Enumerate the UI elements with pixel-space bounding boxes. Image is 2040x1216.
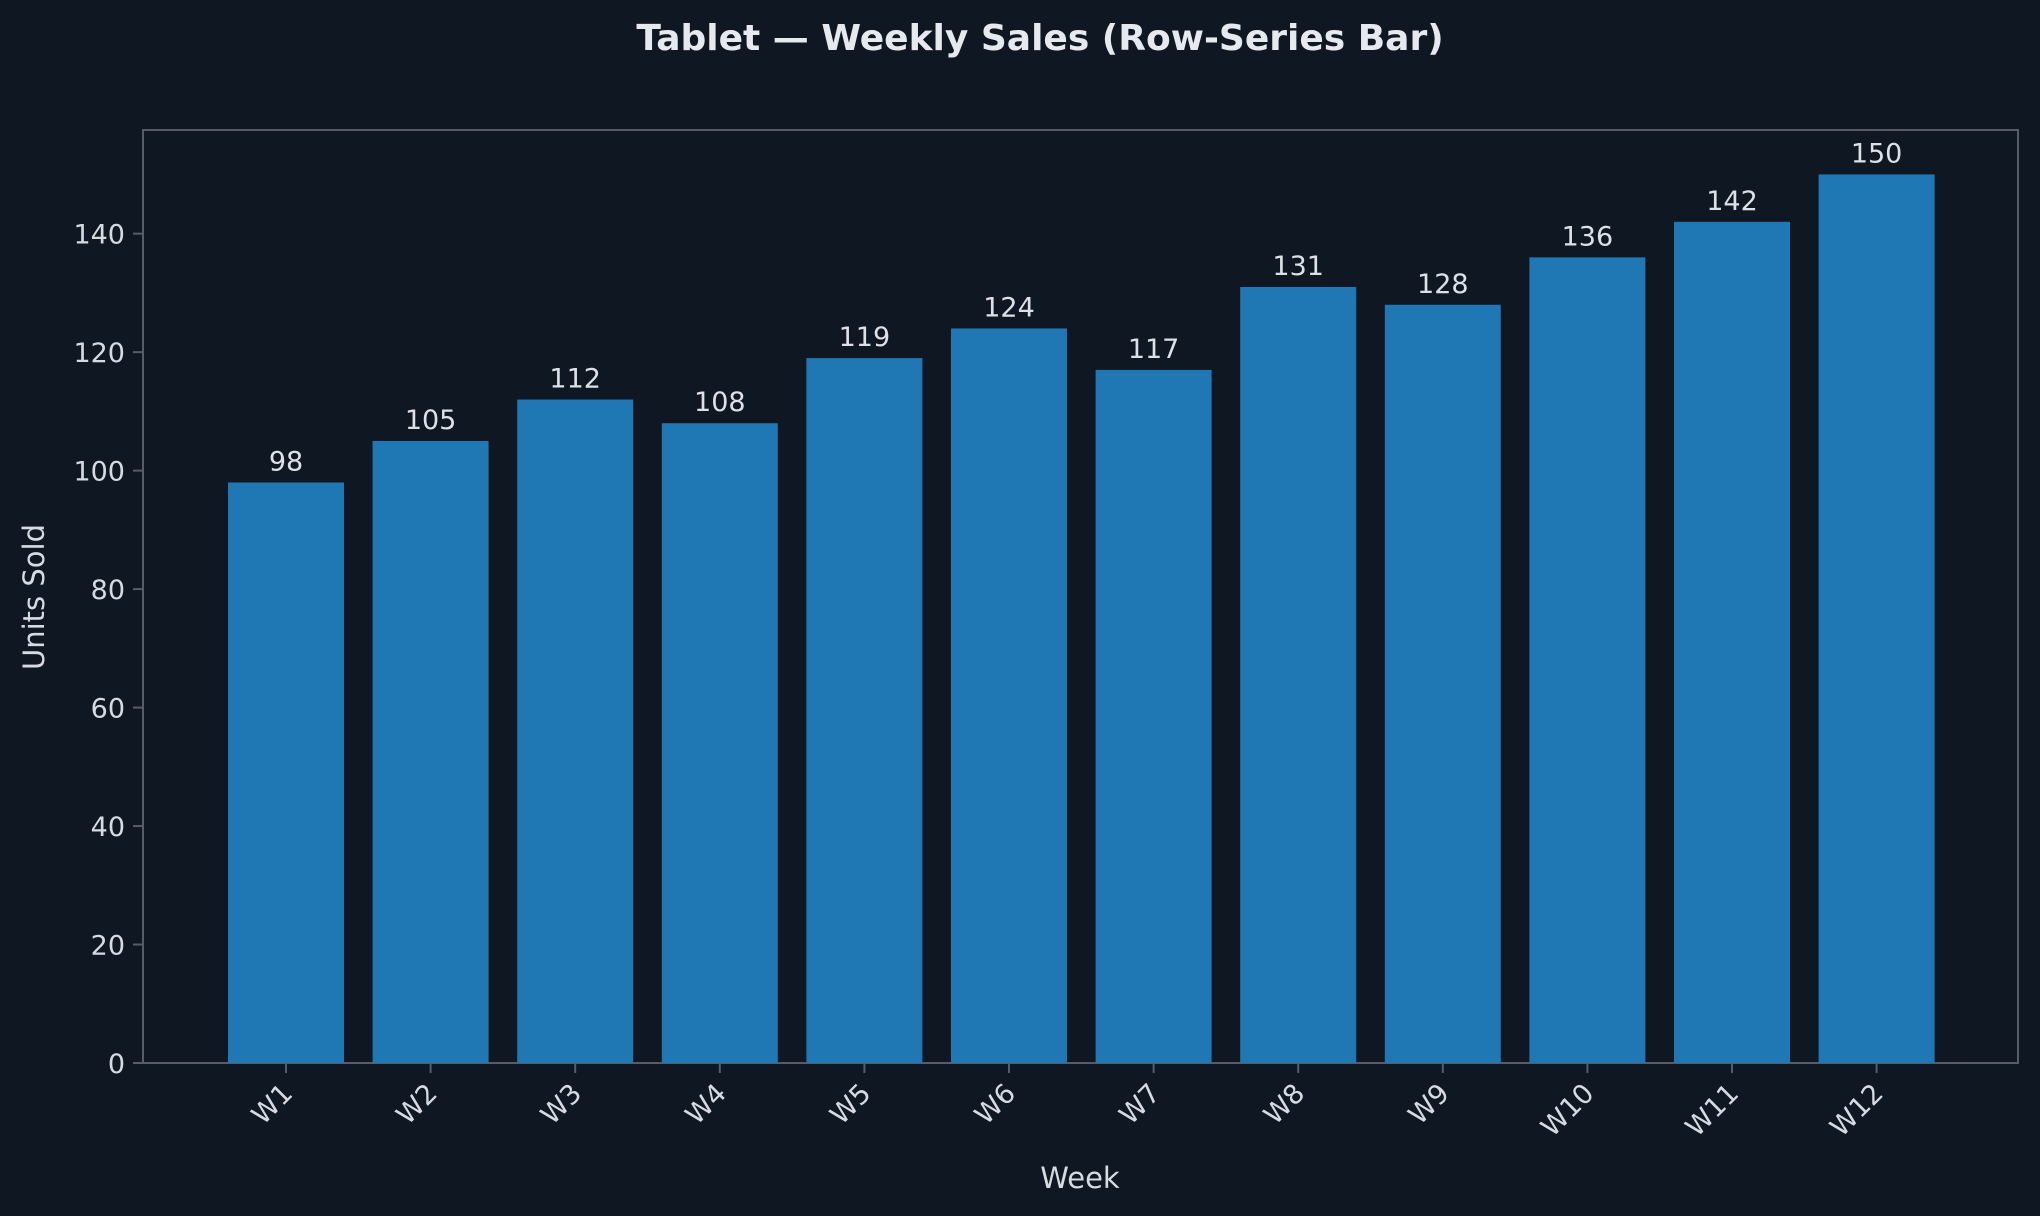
data-label-w9: 128 bbox=[1417, 269, 1469, 300]
x-tick-label: W7 bbox=[1114, 1078, 1167, 1131]
chart-title: Tablet — Weekly Sales (Row-Series Bar) bbox=[636, 18, 1443, 59]
x-tick-label: W9 bbox=[1403, 1078, 1456, 1131]
bar-w9 bbox=[1384, 304, 1501, 1063]
x-tick-label: W12 bbox=[1824, 1078, 1889, 1143]
data-label-w7: 117 bbox=[1128, 334, 1180, 365]
x-axis-label: Week bbox=[1040, 1161, 1120, 1195]
bar-w5 bbox=[806, 358, 923, 1064]
data-label-w1: 98 bbox=[269, 446, 303, 477]
data-label-w4: 108 bbox=[694, 387, 746, 418]
data-label-w3: 112 bbox=[549, 364, 601, 395]
bar-w4 bbox=[661, 423, 778, 1063]
y-tick-label: 20 bbox=[91, 931, 125, 962]
x-tick-label: W4 bbox=[680, 1078, 733, 1131]
data-label-w2: 105 bbox=[405, 405, 457, 436]
y-tick-label: 100 bbox=[73, 457, 125, 488]
y-tick-label: 140 bbox=[73, 220, 125, 251]
bar-w6 bbox=[951, 328, 1067, 1063]
x-tick-label: W2 bbox=[391, 1078, 444, 1131]
data-label-w5: 119 bbox=[839, 322, 891, 353]
y-tick-label: 0 bbox=[108, 1049, 125, 1080]
y-axis: 0 20 40 60 80 100 120 140 bbox=[73, 220, 143, 1080]
x-tick-label: W1 bbox=[246, 1078, 299, 1131]
x-tick-label: W5 bbox=[824, 1078, 877, 1131]
x-tick-label: W3 bbox=[535, 1078, 588, 1131]
bar-series bbox=[228, 174, 1935, 1064]
plot-area bbox=[142, 129, 2019, 1064]
y-tick-label: 40 bbox=[91, 812, 125, 843]
data-label-w11: 142 bbox=[1706, 186, 1758, 217]
y-tick-label: 80 bbox=[91, 575, 125, 606]
x-tick-label: W6 bbox=[969, 1078, 1022, 1131]
bar-w11 bbox=[1674, 221, 1790, 1064]
bar-w3 bbox=[517, 399, 634, 1063]
x-tick-label: W10 bbox=[1535, 1078, 1600, 1143]
data-labels: 98 105 112 108 119 124 117 131 128 136 142 150 bbox=[269, 138, 1903, 477]
y-tick-label: 60 bbox=[91, 694, 125, 725]
x-tick-label: W8 bbox=[1258, 1078, 1311, 1131]
bar-w2 bbox=[372, 441, 489, 1063]
data-label-w8: 131 bbox=[1272, 251, 1324, 282]
bar-w1 bbox=[228, 482, 344, 1063]
x-tick-label: W11 bbox=[1680, 1078, 1745, 1143]
x-axis: W1 W2 W3 W4 W5 W6 W7 W8 W9 W10 W11 W12 bbox=[246, 1063, 1890, 1143]
bar-w7 bbox=[1095, 369, 1212, 1063]
bar-w8 bbox=[1240, 286, 1357, 1063]
bar-w12 bbox=[1818, 174, 1935, 1063]
y-axis-label: Units Sold bbox=[17, 524, 51, 670]
data-label-w6: 124 bbox=[983, 292, 1035, 323]
data-label-w10: 136 bbox=[1562, 221, 1614, 252]
bar-w10 bbox=[1529, 257, 1646, 1063]
y-tick-label: 120 bbox=[73, 338, 125, 369]
data-label-w12: 150 bbox=[1851, 138, 1903, 169]
